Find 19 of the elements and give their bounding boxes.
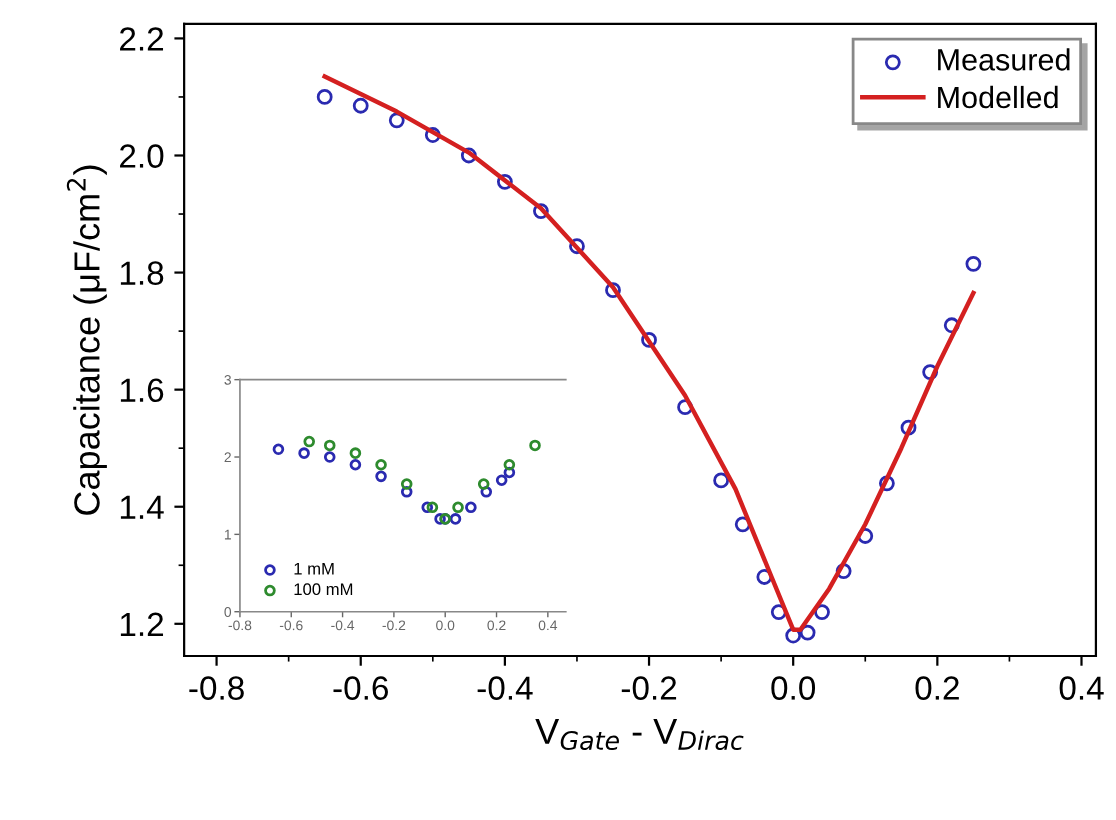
x-tick-label: -0.6: [333, 676, 388, 700]
x-tick-label: -0.2: [621, 676, 677, 700]
y-axis-title: Capacitance (μF/cm$^{2}$): [66, 165, 107, 515]
y-tick-label: 1.2: [120, 612, 164, 636]
legend-label: Measured: [938, 48, 1070, 71]
y-tick-label: 1.4: [120, 495, 164, 519]
x-tick-label: 0.2: [915, 676, 959, 700]
x-tick-label: 0.4: [1059, 676, 1104, 700]
y-tick-label: 2.0: [120, 144, 164, 168]
x-tick-label: -0.8: [189, 676, 244, 700]
y-tick-label: 2.2: [120, 27, 164, 51]
y-tick-label: 1.6: [120, 378, 164, 403]
x-axis-title: V$_{Gate}$ - V$_{Dirac}$: [535, 718, 744, 751]
y-tick-label: 1.8: [120, 261, 164, 285]
x-tick-label: 0.0: [771, 676, 816, 700]
legend-label: 1 mM: [294, 562, 334, 575]
x-tick-label: -0.4: [477, 676, 533, 700]
legend-label: 100 mM: [294, 583, 353, 596]
legend-label: Modelled: [938, 85, 1058, 109]
